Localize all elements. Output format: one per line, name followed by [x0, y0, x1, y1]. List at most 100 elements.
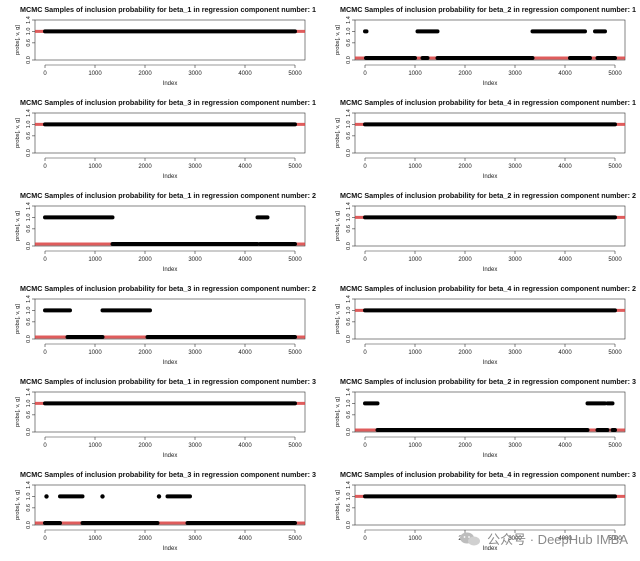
- x-tick-label: 2000: [458, 443, 472, 449]
- x-tick-label: 1000: [88, 71, 102, 77]
- x-axis-label: Index: [483, 453, 498, 459]
- x-tick-label: 3000: [508, 443, 522, 449]
- y-tick-label: 0.0: [346, 56, 352, 64]
- plot-frame: [34, 391, 306, 433]
- y-axis-label: probs[, v, g]: [335, 304, 341, 334]
- y-tick-label: 1.0: [346, 493, 352, 501]
- y-tick-label: 1.0: [26, 28, 32, 36]
- x-tick-label: 1000: [88, 443, 102, 449]
- plot-frame: [34, 19, 306, 61]
- x-tick-label: 5000: [608, 536, 622, 542]
- x-tick-label: 4000: [238, 536, 252, 542]
- plot-frame: [354, 205, 626, 247]
- x-axis-label: Index: [483, 81, 498, 87]
- y-tick-label: 1.0: [26, 493, 32, 501]
- x-tick-label: 5000: [288, 350, 302, 356]
- x-tick-label: 5000: [288, 257, 302, 263]
- x-tick-label: 0: [43, 350, 47, 356]
- x-tick-label: 1000: [408, 164, 422, 170]
- y-tick-label: 0.6: [346, 225, 352, 233]
- x-tick-label: 0: [363, 443, 367, 449]
- x-tick-label: 1000: [408, 350, 422, 356]
- x-axis-label: Index: [163, 453, 178, 459]
- x-tick-label: 2000: [138, 536, 152, 542]
- chart-panel: MCMC Samples of inclusion probability fo…: [15, 5, 316, 87]
- chart-title: MCMC Samples of inclusion probability fo…: [340, 5, 636, 14]
- y-tick-label: 0.0: [346, 521, 352, 529]
- x-tick-label: 3000: [508, 71, 522, 77]
- x-axis-label: Index: [163, 360, 178, 366]
- y-tick-label: 1.4: [26, 388, 32, 396]
- plot-frame: [34, 205, 306, 247]
- wechat-icon: [460, 532, 481, 545]
- x-tick-label: 2000: [458, 71, 472, 77]
- x-tick-label: 0: [43, 443, 47, 449]
- chart-panel: MCMC Samples of inclusion probability fo…: [15, 98, 316, 180]
- y-tick-label: 0.6: [26, 318, 32, 326]
- x-tick-label: 4000: [558, 350, 572, 356]
- chart-panel: MCMC Samples of inclusion probability fo…: [15, 284, 316, 366]
- y-tick-label: 1.4: [26, 16, 32, 24]
- y-tick-label: 1.4: [26, 109, 32, 117]
- chart-title: MCMC Samples of inclusion probability fo…: [20, 5, 316, 14]
- y-tick-label: 1.0: [26, 400, 32, 408]
- y-tick-label: 1.0: [346, 307, 352, 315]
- x-tick-label: 5000: [288, 536, 302, 542]
- x-tick-label: 5000: [608, 71, 622, 77]
- x-tick-label: 1000: [88, 257, 102, 263]
- chart-title: MCMC Samples of inclusion probability fo…: [340, 377, 636, 386]
- chart-panel: MCMC Samples of inclusion probability fo…: [335, 470, 636, 552]
- y-axis-label: probs[, v, g]: [15, 304, 21, 334]
- y-tick-label: 0.6: [26, 504, 32, 512]
- plot-frame: [354, 298, 626, 340]
- chart-title: MCMC Samples of inclusion probability fo…: [340, 191, 636, 200]
- x-tick-label: 1000: [88, 536, 102, 542]
- x-tick-label: 4000: [558, 164, 572, 170]
- y-axis-label: probs[, v, g]: [335, 118, 341, 148]
- y-axis-label: probs[, v, g]: [15, 118, 21, 148]
- x-tick-label: 3000: [508, 164, 522, 170]
- chart-panel: MCMC Samples of inclusion probability fo…: [15, 191, 316, 273]
- x-tick-label: 2000: [138, 71, 152, 77]
- y-tick-label: 0.0: [26, 335, 32, 343]
- y-tick-label: 1.4: [346, 202, 352, 210]
- y-axis-label: probs[, v, g]: [15, 397, 21, 427]
- x-tick-label: 0: [43, 536, 47, 542]
- x-tick-label: 2000: [458, 164, 472, 170]
- x-tick-label: 3000: [188, 536, 202, 542]
- plot-frame: [354, 112, 626, 154]
- y-tick-label: 0.0: [346, 149, 352, 157]
- x-tick-label: 1000: [408, 71, 422, 77]
- y-tick-label: 0.6: [346, 411, 352, 419]
- x-tick-label: 5000: [608, 350, 622, 356]
- x-tick-label: 4000: [238, 350, 252, 356]
- chart-title: MCMC Samples of inclusion probability fo…: [20, 284, 316, 293]
- y-tick-label: 1.0: [26, 307, 32, 315]
- x-axis-label: Index: [483, 174, 498, 180]
- chart-title: MCMC Samples of inclusion probability fo…: [340, 470, 636, 479]
- x-tick-label: 0: [363, 350, 367, 356]
- y-tick-label: 1.0: [346, 28, 352, 36]
- y-tick-label: 0.0: [346, 242, 352, 250]
- x-tick-label: 3000: [188, 350, 202, 356]
- y-tick-label: 0.6: [26, 225, 32, 233]
- y-tick-label: 1.0: [26, 121, 32, 129]
- y-axis-label: probs[, v, g]: [335, 211, 341, 241]
- x-tick-label: 5000: [288, 164, 302, 170]
- y-tick-label: 1.0: [346, 400, 352, 408]
- y-tick-label: 0.6: [346, 318, 352, 326]
- x-tick-label: 4000: [238, 443, 252, 449]
- plot-frame: [354, 19, 626, 61]
- x-axis-label: Index: [483, 267, 498, 273]
- x-tick-label: 3000: [508, 257, 522, 263]
- x-tick-label: 1000: [88, 350, 102, 356]
- chart-title: MCMC Samples of inclusion probability fo…: [340, 284, 636, 293]
- plot-frame: [34, 112, 306, 154]
- y-tick-label: 0.0: [26, 242, 32, 250]
- y-tick-label: 0.0: [346, 428, 352, 436]
- x-axis-label: Index: [163, 81, 178, 87]
- y-tick-label: 1.0: [346, 214, 352, 222]
- y-tick-label: 1.0: [346, 121, 352, 129]
- y-tick-label: 0.6: [26, 39, 32, 47]
